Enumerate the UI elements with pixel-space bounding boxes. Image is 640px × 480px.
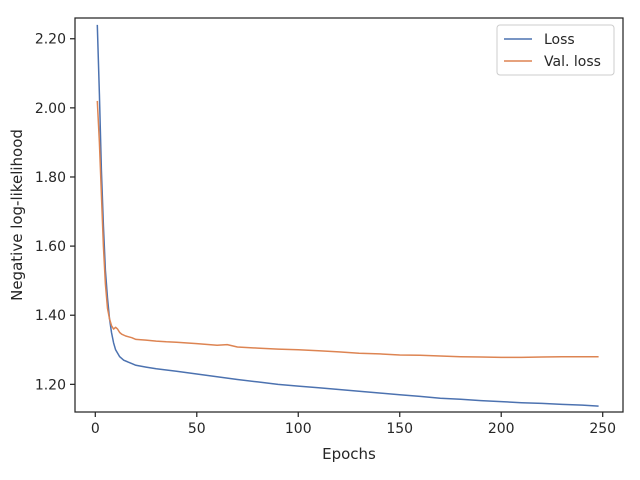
legend-box — [496, 24, 615, 76]
x-tick-label: 50 — [188, 421, 206, 437]
axes-frame — [74, 17, 624, 413]
y-tick-label: 1.20 — [35, 377, 66, 393]
x-tick-label: 250 — [589, 421, 616, 437]
y-tick-label: 1.60 — [35, 239, 66, 255]
y-tick-label: 2.00 — [35, 101, 66, 117]
legend-label-0: Loss — [544, 32, 575, 48]
x-tick-label: 100 — [285, 421, 312, 437]
x-tick-label: 150 — [386, 421, 413, 437]
y-tick-label: 2.20 — [35, 32, 66, 48]
series-line-0 — [96, 24, 599, 407]
y-tick-label: 1.80 — [35, 170, 66, 186]
x-tick-label: 200 — [488, 421, 515, 437]
series-line-1 — [96, 100, 599, 359]
legend-label-1: Val. loss — [544, 54, 601, 70]
y-axis-label: Negative log-likelihood — [8, 129, 26, 301]
x-tick-label: 0 — [91, 421, 100, 437]
plot-area: 0 50 100 150 200 250 1.20 1.40 1.60 1.80 2.00 2.20 L… — [35, 17, 624, 437]
y-tick-label: 1.40 — [35, 308, 66, 324]
x-axis-label: Epochs — [322, 445, 376, 463]
